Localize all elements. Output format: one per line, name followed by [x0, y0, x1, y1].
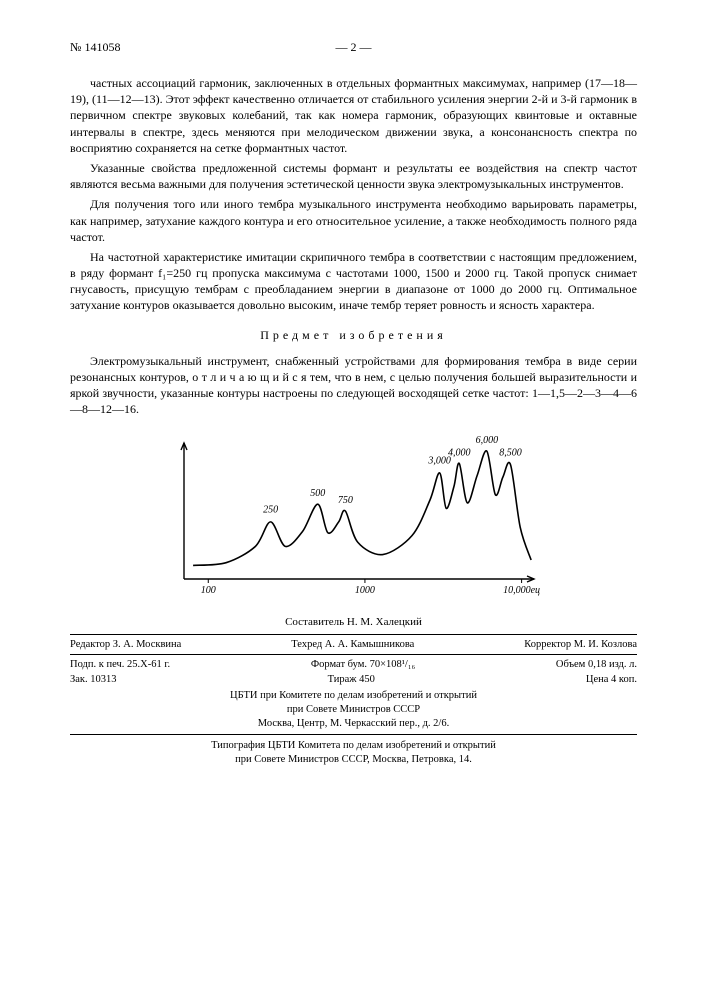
- formant-spectrum-chart: 100100010,000ец2505007503,0004,0006,0008…: [164, 431, 544, 601]
- pub-price: Цена 4 коп.: [586, 674, 637, 685]
- svg-text:250: 250: [263, 505, 278, 516]
- pub-row-2: Зак. 10313 Тираж 450 Цена 4 коп.: [70, 674, 637, 685]
- paragraph-3: Для получения того или иного тембра музы…: [70, 196, 637, 245]
- publisher-block: ЦБТИ при Комитете по делам изобретений и…: [70, 689, 637, 730]
- credits-row: Редактор З. А. Москвина Техред А. А. Кам…: [70, 639, 637, 650]
- paragraph-2: Указанные свойства предложенной системы …: [70, 160, 637, 192]
- claims-paragraph: Электромузыкальный инструмент, снабженны…: [70, 353, 637, 418]
- page-header: № 141058 — 2 —: [70, 40, 637, 55]
- svg-text:750: 750: [337, 495, 352, 506]
- pub-volume: Объем 0,18 изд. л.: [556, 659, 637, 670]
- patent-number: № 141058: [70, 40, 259, 55]
- svg-text:4,000: 4,000: [448, 448, 471, 459]
- pub-format: Формат бум. 70×108¹/₁₆: [311, 659, 415, 670]
- typography-block: Типография ЦБТИ Комитета по делам изобре…: [70, 739, 637, 766]
- pub-date: Подп. к печ. 25.X-61 г.: [70, 659, 170, 670]
- svg-text:100: 100: [200, 585, 215, 596]
- body-text: частных ассоциаций гармоник, заключенных…: [70, 75, 637, 314]
- paragraph-1: частных ассоциаций гармоник, заключенных…: [70, 75, 637, 156]
- divider-1: [70, 634, 637, 635]
- corrector: Корректор М. И. Козлова: [524, 639, 637, 650]
- svg-text:10,000ец: 10,000ец: [503, 585, 540, 596]
- tech-editor: Техред А. А. Камышникова: [291, 639, 414, 650]
- pub-order: Зак. 10313: [70, 674, 117, 685]
- divider-3: [70, 734, 637, 735]
- page: № 141058 — 2 — частных ассоциаций гармон…: [0, 0, 707, 1000]
- svg-text:1000: 1000: [354, 585, 374, 596]
- pub-row-1: Подп. к печ. 25.X-61 г. Формат бум. 70×1…: [70, 659, 637, 670]
- svg-text:6,000: 6,000: [475, 435, 498, 446]
- claims-text: Электромузыкальный инструмент, снабженны…: [70, 353, 637, 418]
- compiler-line: Составитель Н. М. Халецкий: [70, 616, 637, 628]
- paragraph-4: На частотной характеристике имитации скр…: [70, 249, 637, 314]
- editor: Редактор З. А. Москвина: [70, 639, 181, 650]
- svg-text:8,500: 8,500: [499, 448, 522, 459]
- chart-container: 100100010,000ец2505007503,0004,0006,0008…: [70, 431, 637, 606]
- header-spacer: [448, 40, 637, 55]
- page-number: — 2 —: [259, 40, 448, 55]
- claims-title: Предмет изобретения: [70, 328, 637, 343]
- svg-text:500: 500: [310, 488, 325, 499]
- divider-2: [70, 654, 637, 655]
- pub-tirazh: Тираж 450: [328, 674, 375, 685]
